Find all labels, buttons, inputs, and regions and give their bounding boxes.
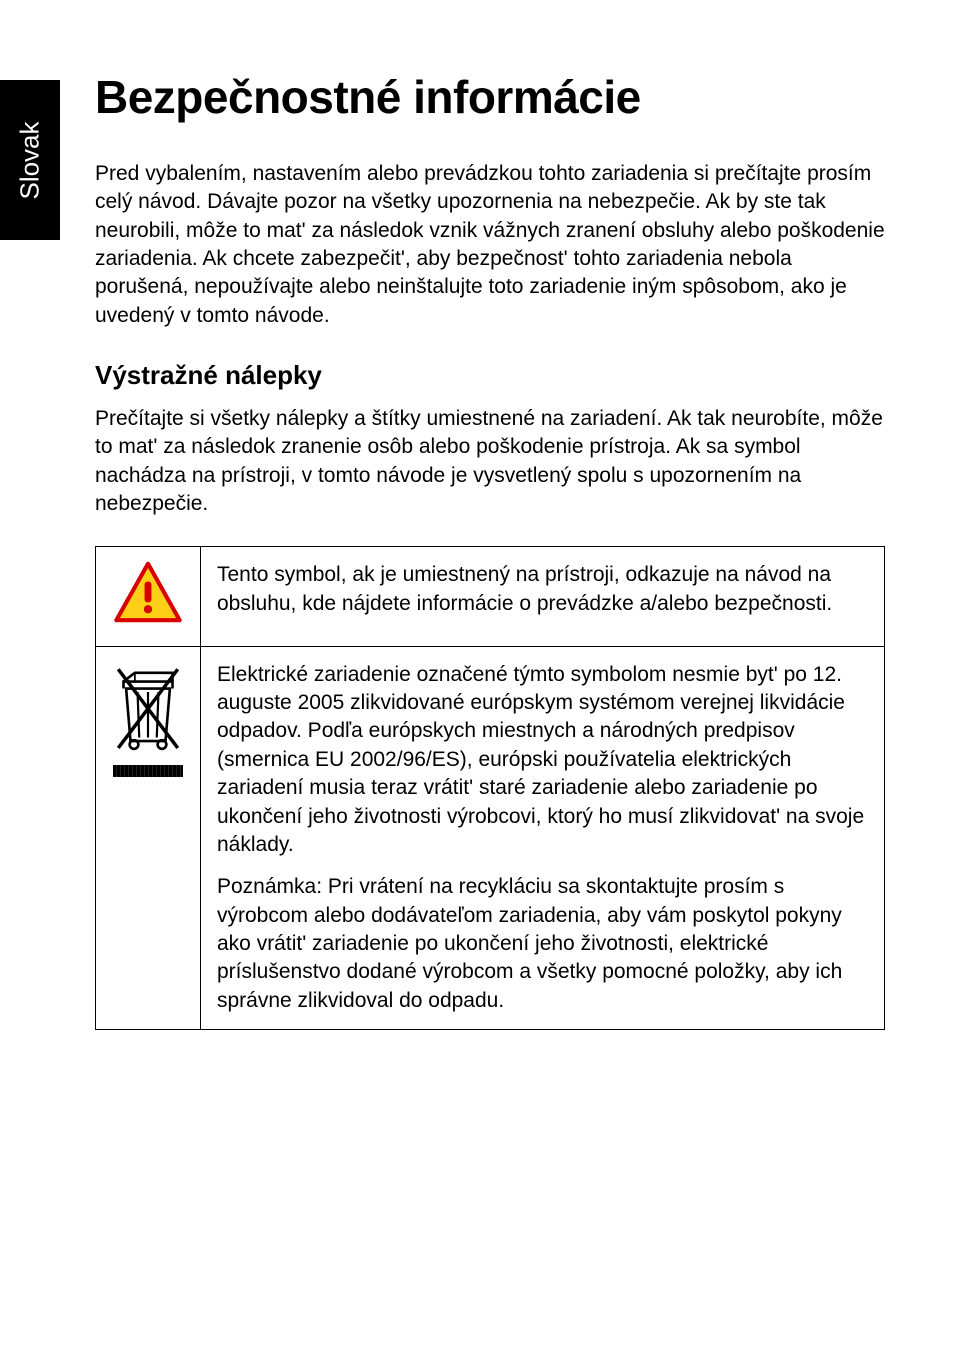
text-cell: Tento symbol, ak je umiestnený na prístr… <box>201 547 885 646</box>
section-paragraph: Prečítajte si všetky nálepky a štítky um… <box>95 405 885 518</box>
table-row: Tento symbol, ak je umiestnený na prístr… <box>96 547 885 646</box>
section-heading: Výstražné nálepky <box>95 360 885 391</box>
page-title: Bezpečnostné informácie <box>95 70 885 124</box>
page-content: Bezpečnostné informácie Pred vybalením, … <box>95 70 885 1030</box>
icon-cell <box>96 646 201 1029</box>
intro-paragraph: Pred vybalením, nastavením alebo prevádz… <box>95 160 885 330</box>
icon-cell <box>96 547 201 646</box>
symbols-table: Tento symbol, ak je umiestnený na prístr… <box>95 546 885 1029</box>
cell-paragraph: Tento symbol, ak je umiestnený na prístr… <box>217 561 868 618</box>
weee-bar <box>113 765 183 777</box>
language-label: Slovak <box>15 121 46 199</box>
language-side-tab: Slovak <box>0 80 60 240</box>
cell-paragraph: Elektrické zariadenie označené týmto sym… <box>217 661 868 859</box>
cell-paragraph: Poznámka: Pri vrátení na recykláciu sa s… <box>217 873 868 1015</box>
weee-bin-icon <box>113 661 183 751</box>
text-cell: Elektrické zariadenie označené týmto sym… <box>201 646 885 1029</box>
table-row: Elektrické zariadenie označené týmto sym… <box>96 646 885 1029</box>
warning-triangle-icon <box>113 561 183 623</box>
